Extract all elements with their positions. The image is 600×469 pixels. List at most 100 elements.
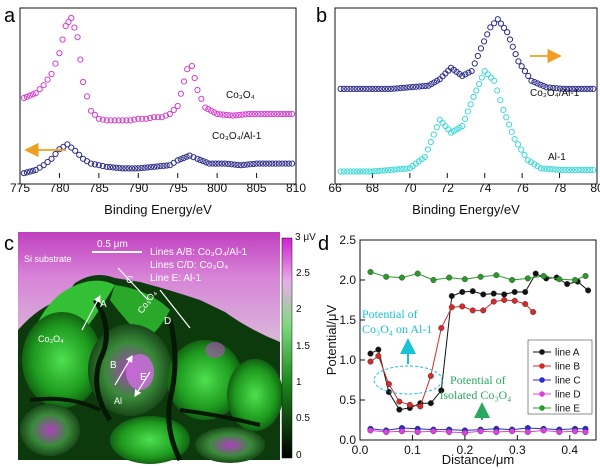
data-point (99, 116, 106, 123)
legend-label: line C (555, 376, 581, 387)
data-point (337, 85, 344, 93)
map-legend-e: Line E: Al-1 (150, 273, 202, 284)
data-point (77, 56, 84, 63)
data-point (79, 78, 87, 86)
data-point (141, 164, 148, 171)
data-point (248, 110, 255, 118)
panel-a-label-co3o4-al1: Co₃O₄/Al-1 (212, 131, 262, 142)
data-point (366, 168, 373, 175)
data-point (383, 429, 390, 436)
y-tick-label: 1.5 (339, 313, 356, 327)
x-tick-label: 78 (553, 181, 567, 195)
data-point (569, 85, 576, 93)
data-point (237, 162, 244, 169)
panel-b-x-ticks: 66 68 70 72 74 76 78 80 (328, 173, 600, 195)
data-point (484, 71, 491, 78)
data-point (26, 92, 33, 99)
data-point (504, 29, 511, 36)
data-point (68, 144, 75, 151)
data-point (174, 102, 181, 110)
data-point (430, 277, 437, 284)
data-point (103, 163, 110, 170)
annotation-co3o4-al1-line2: Co₃O₄ on Al-1 (362, 322, 432, 336)
data-point (218, 160, 225, 167)
data-point (282, 160, 289, 167)
data-point (286, 110, 293, 118)
colorbar-tick: 1 (296, 377, 302, 388)
data-point (139, 115, 146, 122)
x-tick-label: 800 (207, 181, 227, 195)
data-point (119, 165, 126, 172)
data-point (267, 110, 274, 118)
panel-d-series (367, 269, 592, 436)
series-co3o4-al-1 (337, 16, 597, 93)
data-point (500, 24, 508, 31)
data-point (527, 159, 535, 166)
data-point (534, 80, 541, 87)
panel-c-letter: c (4, 233, 14, 255)
x-tick-label: 775 (10, 181, 30, 195)
data-point (514, 141, 522, 148)
data-point (347, 168, 354, 175)
data-point (403, 84, 410, 91)
data-point (280, 110, 287, 118)
data-point (396, 398, 403, 405)
data-point (524, 275, 531, 282)
data-point (559, 166, 566, 173)
data-point (212, 160, 219, 167)
series-co3o4-al-1 (20, 141, 296, 177)
data-point (258, 110, 265, 118)
data-point (20, 94, 28, 102)
data-point (143, 115, 150, 122)
data-point (459, 72, 466, 80)
data-point (203, 159, 210, 166)
data-point (239, 111, 246, 118)
data-point (427, 138, 434, 146)
data-point (565, 166, 573, 173)
data-point (448, 304, 455, 311)
x-tick-label: 74 (478, 181, 492, 195)
data-point (427, 400, 434, 407)
data-point (170, 106, 177, 114)
data-point (461, 276, 468, 283)
data-point (459, 303, 466, 310)
data-point (183, 153, 190, 160)
data-point (490, 77, 498, 84)
data-point (244, 161, 251, 168)
data-point (468, 67, 475, 75)
data-point (74, 34, 81, 41)
data-point (125, 165, 132, 172)
data-point (546, 84, 553, 91)
data-point (223, 111, 230, 119)
data-point (220, 111, 227, 118)
data-point (490, 298, 497, 305)
colorbar-tick: 0 (296, 450, 302, 461)
data-point (436, 116, 443, 123)
data-point (438, 387, 445, 394)
data-point (547, 165, 554, 173)
data-point (540, 82, 547, 90)
data-point (585, 287, 592, 294)
data-point (543, 165, 551, 172)
x-tick-label: 805 (247, 181, 267, 195)
data-point (103, 117, 110, 124)
data-point (511, 297, 518, 304)
data-point (459, 123, 466, 130)
data-point (511, 289, 518, 296)
data-point (556, 429, 563, 436)
data-point (534, 163, 541, 170)
annotation-co3o4-al1-line1: Potential of (362, 307, 418, 321)
data-point (231, 161, 238, 168)
data-point (487, 24, 494, 31)
data-point (128, 165, 136, 172)
data-point (272, 160, 279, 167)
colorbar (281, 237, 293, 459)
data-point (522, 301, 529, 308)
data-point (40, 82, 47, 89)
data-point (367, 358, 374, 365)
data-point (590, 85, 597, 93)
data-point (478, 74, 486, 81)
panel-b-series (337, 16, 597, 175)
data-point (107, 117, 114, 124)
